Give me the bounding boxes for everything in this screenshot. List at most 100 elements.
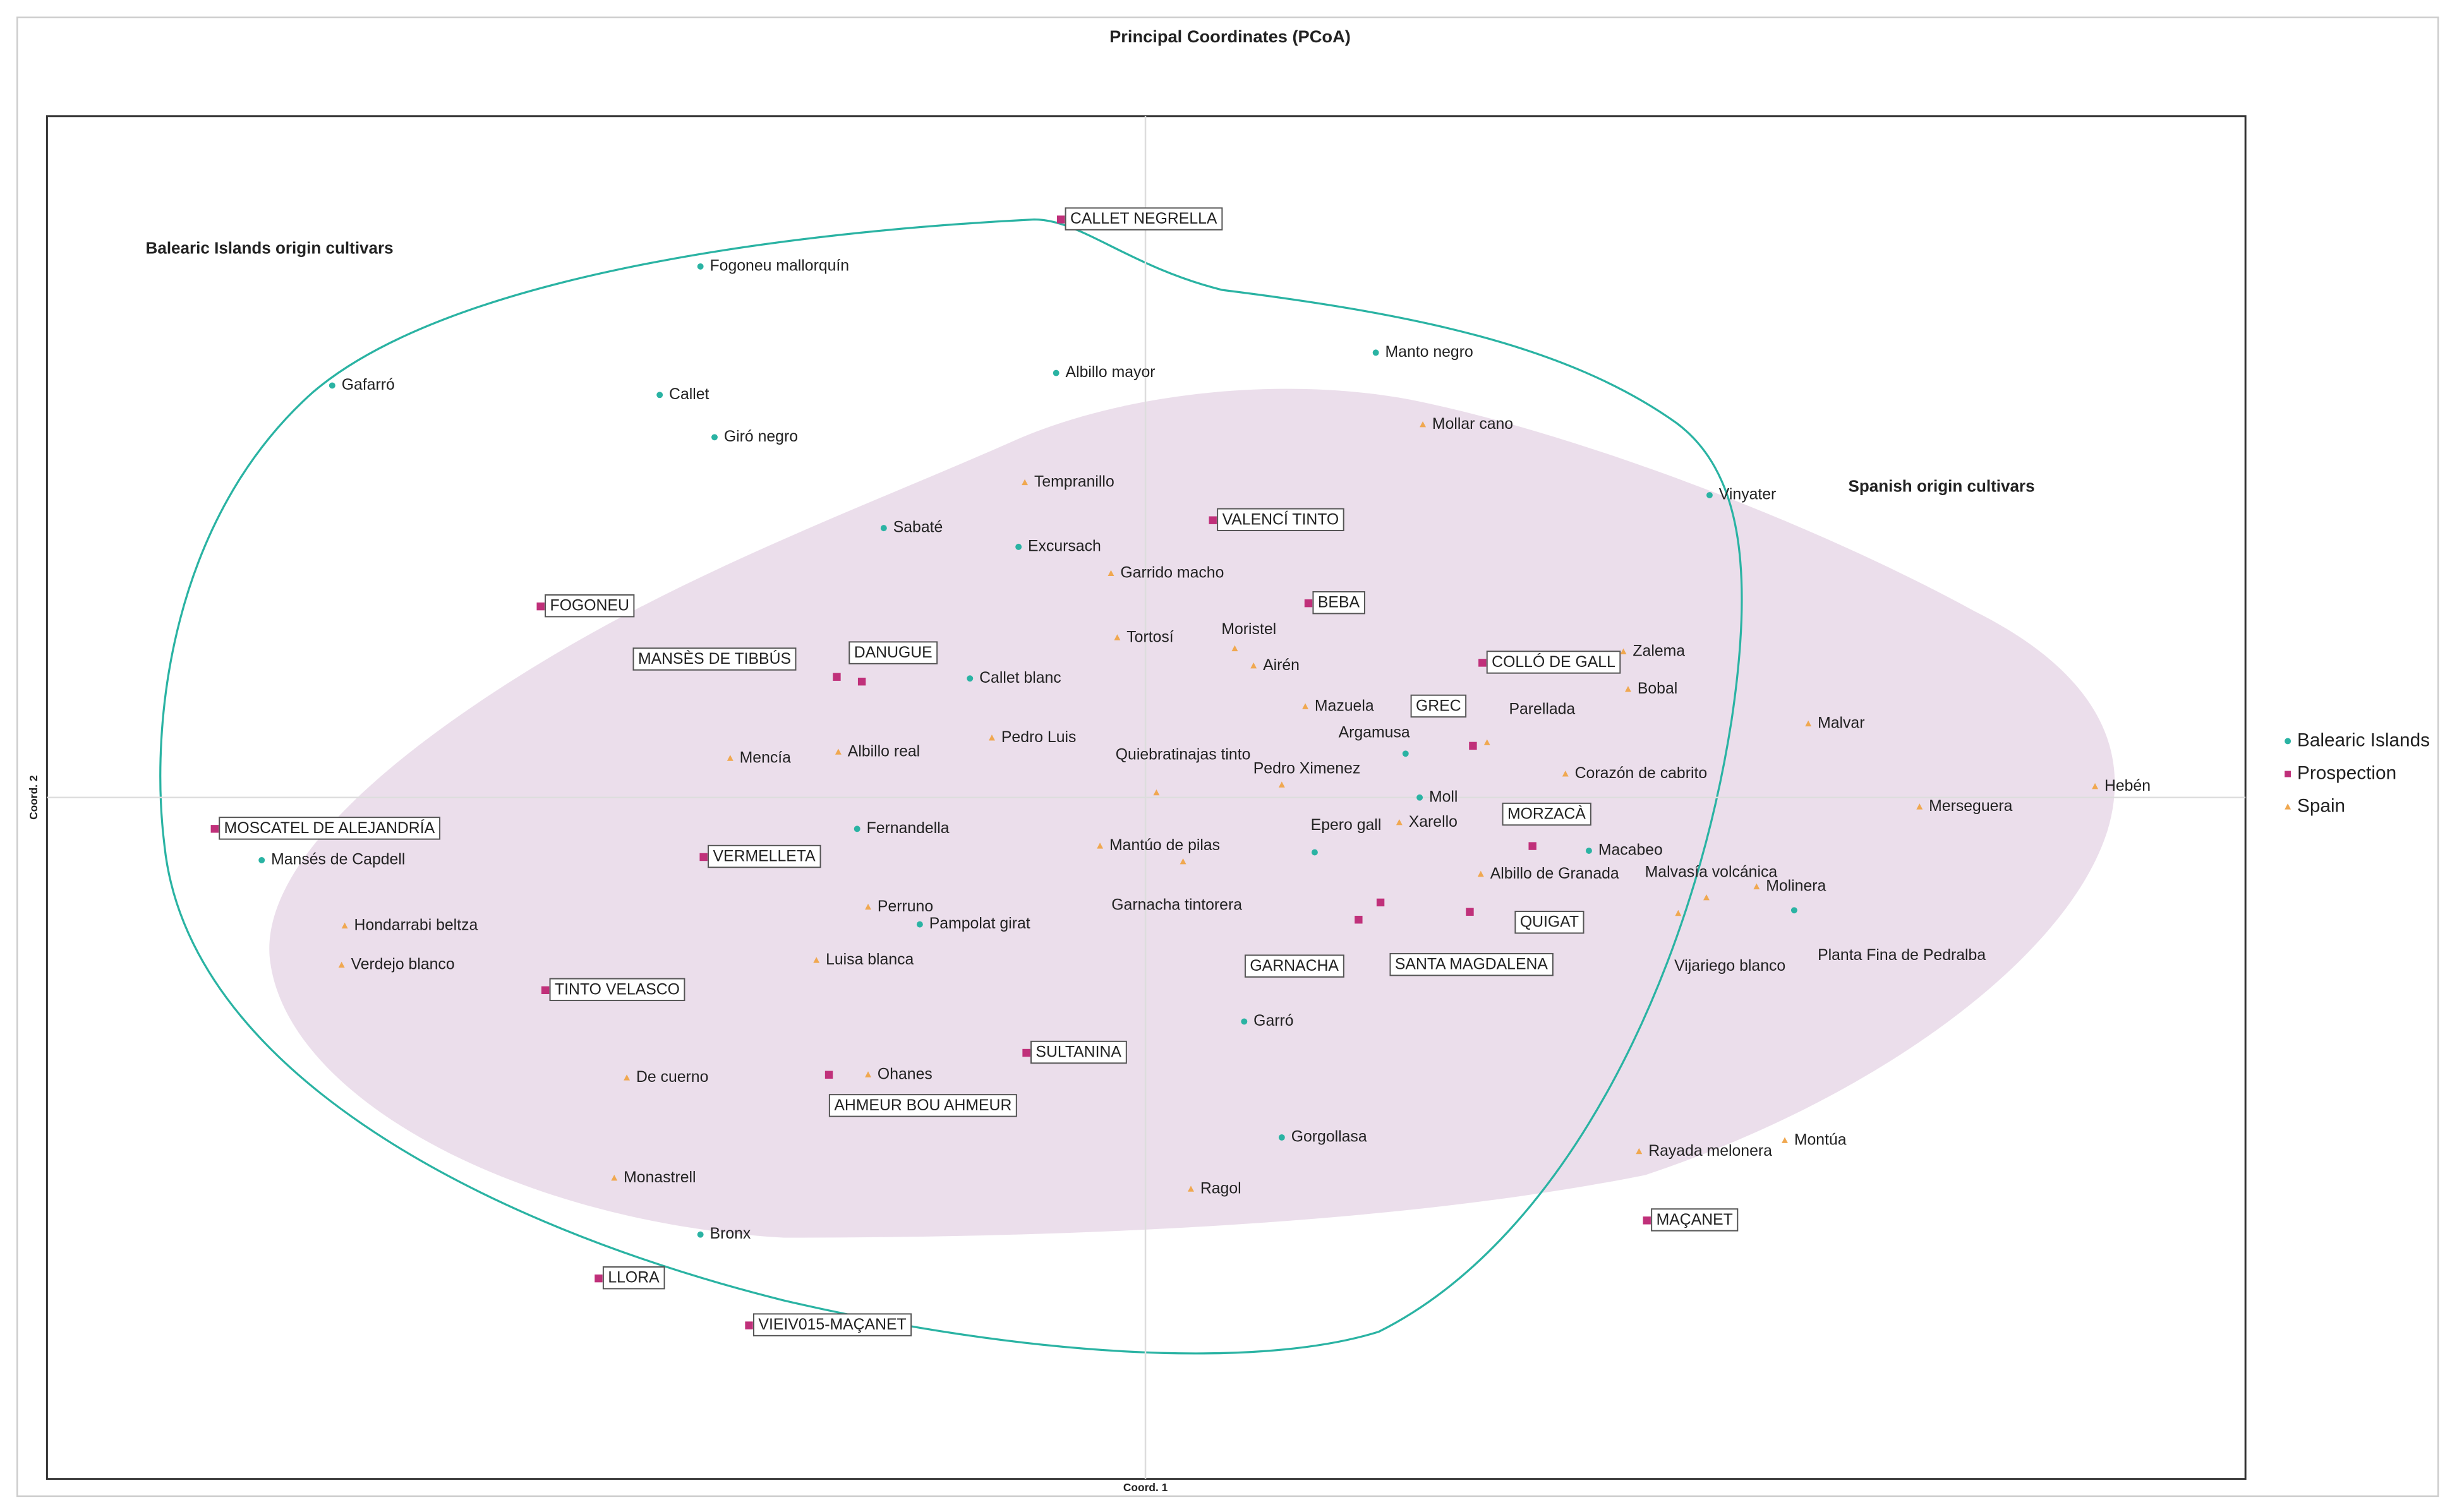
point-label: Malvar bbox=[1818, 715, 1864, 732]
legend-label: Spain bbox=[2297, 795, 2345, 816]
point-label: Albillo real bbox=[848, 743, 920, 760]
point-label: Malvasía volcánica bbox=[1645, 863, 1778, 880]
point-label: COLLÓ DE GALL bbox=[1492, 654, 1615, 671]
point bbox=[1241, 1018, 1248, 1025]
point bbox=[1022, 1048, 1030, 1057]
point-label: Callet blanc bbox=[979, 669, 1061, 687]
point-label: SANTA MAGDALENA bbox=[1395, 956, 1548, 973]
point-label: MOSCATEL DE ALEJANDRÍA bbox=[224, 820, 435, 837]
point-label: De cuerno bbox=[636, 1069, 708, 1086]
point-label: Perruno bbox=[878, 898, 933, 915]
point bbox=[1585, 848, 1592, 855]
point-label: VIEIV015-MAÇANET bbox=[758, 1316, 906, 1333]
point-label: Albillo mayor bbox=[1066, 364, 1156, 381]
point bbox=[1805, 720, 1812, 727]
point bbox=[1278, 781, 1285, 788]
point-label: Pedro Ximenez bbox=[1253, 760, 1361, 777]
point bbox=[329, 382, 335, 389]
point-label: Bronx bbox=[710, 1225, 751, 1242]
point bbox=[1753, 883, 1760, 890]
point bbox=[835, 748, 842, 755]
point bbox=[697, 1231, 704, 1238]
point bbox=[880, 525, 887, 532]
label-box bbox=[752, 1313, 912, 1336]
point-label: BEBA bbox=[1318, 594, 1360, 611]
point-label: Excursach bbox=[1028, 537, 1101, 555]
point-label: Vinyater bbox=[1719, 486, 1777, 503]
point bbox=[1416, 794, 1423, 801]
point bbox=[727, 755, 733, 761]
point bbox=[656, 392, 663, 399]
point-label: Xarello bbox=[1409, 813, 1458, 831]
point bbox=[1209, 516, 1217, 524]
point-label: Mencía bbox=[740, 749, 792, 766]
label-box bbox=[1651, 1208, 1739, 1232]
point bbox=[1311, 849, 1318, 856]
point bbox=[1790, 907, 1797, 914]
label-box bbox=[1217, 508, 1344, 531]
point-label: Giró negro bbox=[724, 428, 798, 445]
point bbox=[1097, 843, 1104, 849]
point bbox=[1180, 858, 1186, 865]
point-label: Ohanes bbox=[878, 1065, 933, 1083]
point-label: Garnacha tintorera bbox=[1111, 896, 1242, 913]
point-label: Moll bbox=[1429, 788, 1458, 805]
point bbox=[1396, 819, 1403, 825]
annotation: Spanish origin cultivars bbox=[1848, 477, 2034, 496]
label-box bbox=[1312, 591, 1365, 615]
point-label: Tortosí bbox=[1126, 628, 1174, 645]
label-box bbox=[219, 817, 441, 840]
point bbox=[1355, 915, 1363, 924]
point bbox=[210, 825, 219, 833]
point bbox=[1643, 1216, 1651, 1225]
point bbox=[1015, 543, 1022, 550]
point-label: MAÇANET bbox=[1657, 1211, 1733, 1228]
label-box bbox=[632, 647, 797, 671]
point-label: DANUGUE bbox=[854, 644, 933, 661]
point bbox=[1376, 898, 1385, 907]
point-label: MORZACÀ bbox=[1507, 806, 1586, 823]
label-box bbox=[602, 1266, 665, 1290]
point-label: Callet bbox=[669, 386, 709, 403]
label-box bbox=[848, 641, 938, 664]
point-label: QUIGAT bbox=[1520, 914, 1579, 931]
point-label: Airén bbox=[1263, 657, 1300, 674]
point bbox=[338, 961, 345, 968]
point bbox=[1675, 909, 1682, 916]
point-label: Argamusa bbox=[1339, 724, 1410, 741]
point-label: MANSÈS DE TIBBÚS bbox=[638, 651, 791, 668]
point bbox=[1528, 842, 1536, 850]
point-label: Luisa blanca bbox=[826, 951, 914, 968]
point-label: Montúa bbox=[1794, 1131, 1847, 1148]
point-label: Rayada melonera bbox=[1648, 1143, 1772, 1160]
point bbox=[857, 677, 866, 686]
point-label: Mollar cano bbox=[1432, 416, 1513, 433]
point-label: Monastrell bbox=[624, 1169, 696, 1186]
point-label: Bobal bbox=[1638, 680, 1677, 697]
point-label: Corazón de cabrito bbox=[1575, 765, 1708, 782]
point-label: CALLET NEGRELLA bbox=[1070, 210, 1217, 227]
point-label: Mansés de Capdell bbox=[271, 851, 405, 868]
outer-frame bbox=[16, 16, 2439, 1497]
point bbox=[967, 675, 974, 682]
point bbox=[1250, 662, 1257, 669]
point bbox=[1108, 570, 1114, 577]
point bbox=[989, 735, 995, 741]
point-label: Planta Fina de Pedralba bbox=[1818, 947, 1986, 964]
point-label: Mazuela bbox=[1315, 697, 1374, 714]
point bbox=[1114, 634, 1121, 640]
point-label: Zalema bbox=[1633, 643, 1685, 660]
point-label: Hondarrabi beltza bbox=[354, 917, 478, 934]
point-label: Manto negro bbox=[1385, 344, 1473, 361]
point-label: Epero gall bbox=[1311, 817, 1382, 834]
point-label: Ragol bbox=[1200, 1180, 1241, 1197]
point bbox=[624, 1074, 631, 1081]
legend-label: Prospection bbox=[2297, 762, 2396, 783]
point bbox=[1562, 771, 1569, 777]
point-label: LLORA bbox=[608, 1269, 660, 1287]
point bbox=[341, 922, 348, 929]
point-label: Macabeo bbox=[1598, 842, 1663, 859]
legend-marker bbox=[2285, 803, 2291, 810]
point bbox=[1278, 1134, 1285, 1141]
